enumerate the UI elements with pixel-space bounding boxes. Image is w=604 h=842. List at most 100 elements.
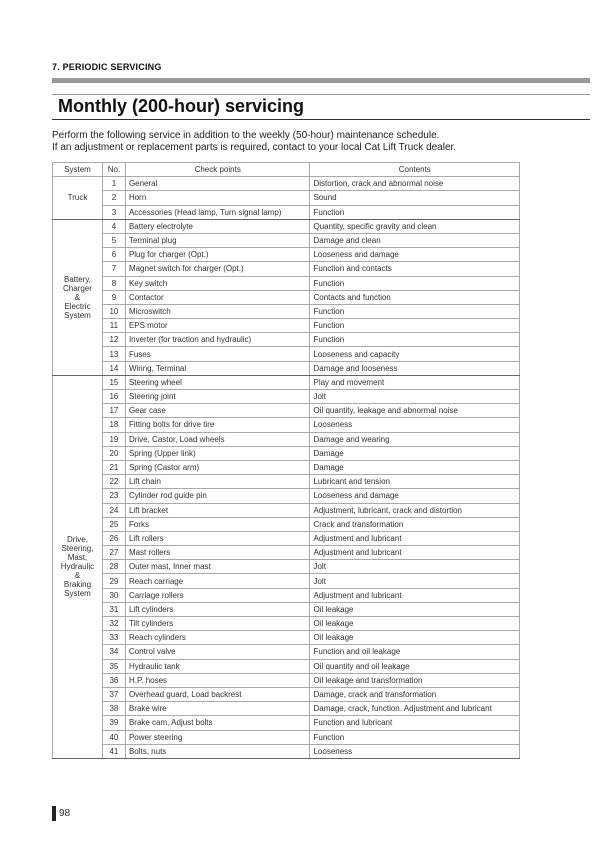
system-label-line: System: [64, 310, 91, 320]
table-row: 3 Accessories (Head lamp, Turn signal lam…: [53, 204, 520, 220]
table-row: 35 Hydraulic tank Oil quantity and oil lea…: [53, 658, 520, 674]
contents-cell: Distortion, crack and abnormal noise: [309, 176, 520, 192]
table-row: 16 Steering joint Jolt: [53, 388, 520, 405]
no-cell: 20: [101, 445, 126, 461]
no-cell: 16: [101, 388, 126, 405]
check-point-cell: Lift rollers: [124, 530, 311, 547]
intro-text: Perform the following service in additio…: [52, 130, 456, 153]
column-header-system: System: [52, 161, 103, 178]
check-point-cell: Reach carriage: [124, 573, 311, 589]
check-point-cell: Fuses: [124, 346, 311, 362]
servicing-table: System No. Check points Contents Truck 1 G…: [52, 161, 520, 759]
table-row: 21 Spring (Castor arm) Damage: [53, 459, 520, 476]
no-cell: 33: [101, 630, 126, 646]
system-label-line: Drive,: [67, 535, 88, 545]
check-point-cell: Drive, Castor, Load wheels: [124, 431, 311, 447]
table-row: 30 Carriage rollers Adjustment and lubrica…: [53, 587, 520, 603]
check-point-cell: Cylinder rod guide pin: [124, 488, 311, 504]
check-point-cell: Plug for charger (Opt.): [124, 247, 311, 263]
no-cell: 30: [101, 587, 126, 603]
column-header-check-points: Check points: [124, 161, 311, 178]
system-label-line: Battery,: [63, 274, 91, 284]
title-top-rule: [52, 94, 590, 95]
no-cell: 29: [101, 573, 126, 589]
contents-cell: Oil quantity, leakage and abnormal noise: [309, 403, 520, 419]
check-point-cell: Fitting bolts for drive tire: [124, 417, 311, 433]
check-point-cell: Battery electrolyte: [124, 218, 311, 234]
no-cell: 11: [101, 318, 126, 334]
contents-cell: Damage: [309, 445, 520, 461]
contents-cell: Function: [309, 318, 520, 334]
check-point-cell: Overhead guard, Load backrest: [124, 686, 311, 703]
no-cell: 32: [101, 615, 126, 632]
contents-cell: Looseness and damage: [309, 488, 520, 504]
system-label-line: &: [74, 292, 81, 302]
table-row: 12 Inverter (for traction and hydraulic) F…: [53, 332, 520, 348]
contents-cell: Function and contacts: [309, 261, 520, 277]
table-header-row: System No. Check points Contents: [52, 161, 520, 178]
table-row: 38 Brake wire Damage, crack, function. Adj…: [53, 701, 520, 717]
table-row: 13 Fuses Looseness and capacity: [53, 346, 520, 362]
table-row: 5 Terminal plug Damage and clean: [53, 232, 520, 249]
table-row: 28 Outer mast, Inner mast Jolt: [53, 559, 520, 575]
check-point-cell: Carriage rollers: [124, 587, 311, 603]
system-label-line: Charger: [63, 283, 92, 293]
contents-cell: Damage: [309, 459, 520, 476]
check-point-cell: Reach cylinders: [124, 630, 311, 646]
contents-cell: Crack and transformation: [309, 516, 520, 532]
column-header-no: No.: [101, 161, 126, 178]
table-row: 24 Lift bracket Adjustment, lubricant, cra…: [53, 502, 520, 518]
contents-cell: Oil leakage: [309, 615, 520, 632]
contents-cell: Oil leakage: [309, 601, 520, 618]
check-point-cell: Mast rollers: [124, 545, 311, 561]
table-row: 31 Lift cylinders Oil leakage: [53, 601, 520, 618]
check-point-cell: Microswitch: [124, 303, 311, 320]
no-cell: 14: [101, 360, 126, 376]
check-point-cell: Terminal plug: [124, 232, 311, 249]
no-cell: 23: [101, 488, 126, 504]
system-cell: Truck: [52, 176, 103, 220]
column-header-contents: Contents: [309, 161, 520, 178]
intro-line: If an adjustment or replacement parts is…: [52, 141, 457, 153]
table-row: 29 Reach carriage Jolt: [53, 573, 520, 589]
no-cell: 1: [101, 176, 126, 192]
contents-cell: Lubricant and tension: [309, 474, 520, 490]
no-cell: 3: [101, 204, 126, 220]
system-label-line: Braking: [63, 580, 92, 590]
contents-cell: Function and lubricant: [309, 715, 520, 731]
contents-cell: Adjustment and lubricant: [309, 587, 520, 603]
contents-cell: Function: [309, 303, 520, 320]
check-point-cell: Inverter (for traction and hydraulic): [124, 332, 311, 348]
check-point-cell: Lift cylinders: [124, 601, 311, 618]
no-cell: 13: [101, 346, 126, 362]
no-cell: 15: [101, 374, 126, 391]
no-cell: 31: [101, 601, 126, 618]
no-cell: 39: [101, 715, 126, 731]
table-row: 25 Forks Crack and transformation: [53, 516, 520, 532]
no-cell: 21: [101, 459, 126, 476]
contents-cell: Sound: [309, 190, 520, 206]
table-row: 23 Cylinder rod guide pin Looseness and da…: [53, 488, 520, 504]
section-header: 7. PERIODIC SERVICING: [52, 62, 162, 72]
system-cell: Drive, Steering, Mast, Hydraulic & Braking Sys…: [52, 374, 103, 759]
no-cell: 38: [101, 701, 126, 717]
table-row: 2 Horn Sound: [53, 190, 520, 206]
check-point-cell: Lift bracket: [124, 502, 311, 518]
no-cell: 35: [101, 658, 126, 674]
title-bottom-rule: [52, 119, 590, 120]
check-point-cell: Magnet switch for charger (Opt.): [124, 261, 311, 277]
check-point-cell: Control valve: [124, 644, 311, 660]
no-cell: 41: [101, 743, 126, 759]
table-row: 39 Brake cam, Adjust bolts Function and lu…: [53, 715, 520, 731]
contents-cell: Oil leakage and transformation: [309, 672, 520, 688]
no-cell: 22: [101, 474, 126, 490]
contents-cell: Damage, crack and transformation: [309, 686, 520, 703]
contents-cell: Looseness: [309, 743, 520, 759]
table-row: Drive, Steering, Mast, Hydraulic & Braking Sys…: [52, 374, 520, 759]
table-row: 22 Lift chain Lubricant and tension: [53, 474, 520, 490]
no-cell: 40: [101, 729, 126, 745]
check-point-cell: Lift chain: [124, 474, 311, 490]
table-row: 18 Fitting bolts for drive tire Looseness: [53, 417, 520, 433]
no-cell: 8: [101, 275, 126, 291]
no-cell: 12: [101, 332, 126, 348]
